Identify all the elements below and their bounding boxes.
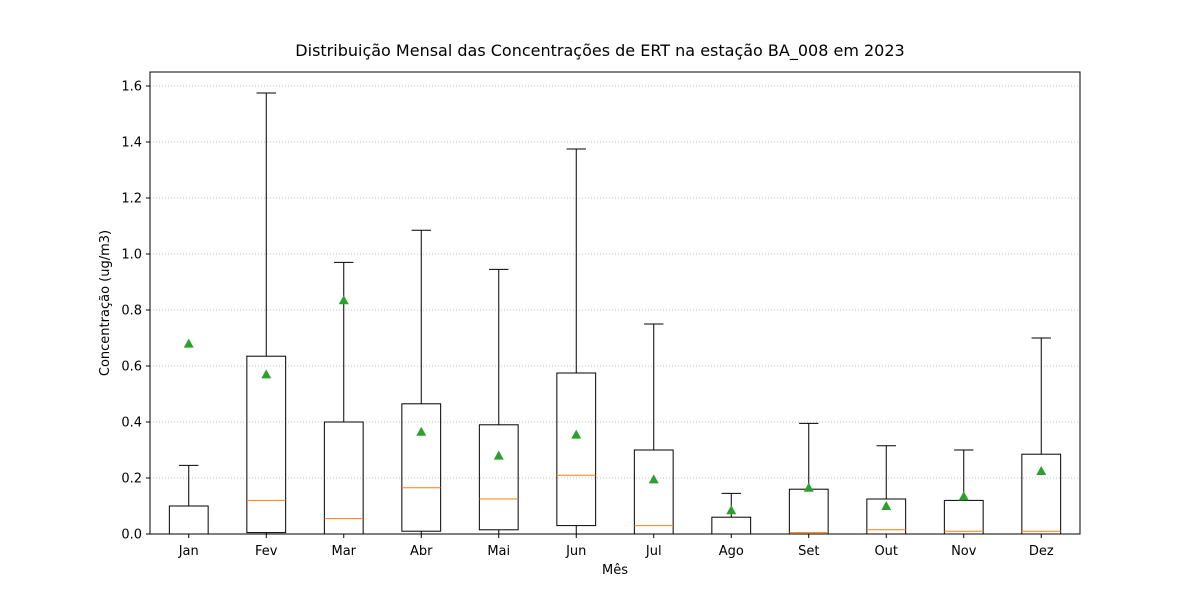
box-jan [168, 338, 209, 535]
mean-marker [493, 450, 504, 460]
x-tick-label: Nov [951, 544, 977, 559]
box-mar [323, 261, 364, 535]
y-tick-label: 1.2 [121, 192, 142, 207]
x-tick-label: Ago [719, 544, 744, 559]
x-tick-label: Jul [645, 544, 662, 559]
box-jun [556, 148, 597, 535]
mean-marker [726, 505, 737, 515]
box-fev [246, 92, 287, 535]
y-tick-label: 0.4 [121, 416, 142, 431]
box-mai [478, 268, 519, 535]
mean-marker [338, 295, 349, 305]
x-tick-label: Set [798, 544, 819, 559]
iqr-box [168, 505, 209, 535]
iqr-box [711, 516, 752, 535]
mean-marker [803, 482, 814, 492]
mean-marker [261, 369, 272, 379]
mean-marker [416, 426, 427, 436]
mean-marker [571, 429, 582, 439]
iqr-box [478, 424, 519, 531]
box-out [866, 445, 907, 535]
box-ago [711, 492, 752, 535]
x-tick-label: Abr [410, 544, 433, 559]
plot-frame [149, 71, 1081, 535]
box-abr [401, 229, 442, 535]
y-tick-label: 1.6 [121, 80, 142, 95]
box-jul [633, 323, 674, 535]
y-axis: 0.0 0.2 0.4 0.6 0.8 1.0 1.2 1.4 1.6 [121, 80, 150, 543]
iqr-box [788, 488, 829, 535]
mean-marker [881, 501, 892, 510]
iqr-box [633, 449, 674, 535]
y-tick-label: 0.0 [121, 528, 142, 543]
box-dez [1021, 337, 1062, 535]
mean-marker [183, 338, 194, 348]
box-set [788, 422, 829, 535]
mean-marker [1036, 466, 1047, 475]
x-axis-label: Mês [602, 563, 628, 578]
x-tick-label: Out [874, 544, 898, 559]
mean-marker [648, 474, 659, 484]
x-tick-label: Jun [565, 544, 586, 559]
x-tick-label: Mai [487, 544, 510, 559]
y-tick-label: 1.0 [121, 248, 142, 263]
y-tick-label: 0.6 [121, 360, 142, 375]
iqr-box [246, 355, 287, 534]
chart-title: Distribuição Mensal das Concentrações de… [295, 41, 904, 61]
grid-layer [150, 85, 1080, 535]
box-layer [168, 92, 1062, 535]
y-tick-label: 0.8 [121, 304, 142, 319]
x-tick-label: Dez [1029, 544, 1054, 559]
mean-marker [958, 491, 969, 501]
iqr-box [943, 499, 984, 535]
x-tick-label: Mar [331, 544, 356, 559]
x-axis: Jan Fev Mar Abr Mai Jun Jul Ago Set Out Nov Dez [178, 534, 1054, 559]
x-tick-label: Fev [255, 544, 278, 559]
iqr-box [401, 403, 442, 532]
iqr-box [556, 372, 597, 527]
x-tick-label: Jan [178, 544, 199, 559]
y-tick-label: 0.2 [121, 472, 142, 487]
box-nov [943, 449, 984, 535]
y-tick-label: 1.4 [121, 136, 142, 151]
y-axis-label: Concentração (ug/m3) [98, 230, 113, 376]
